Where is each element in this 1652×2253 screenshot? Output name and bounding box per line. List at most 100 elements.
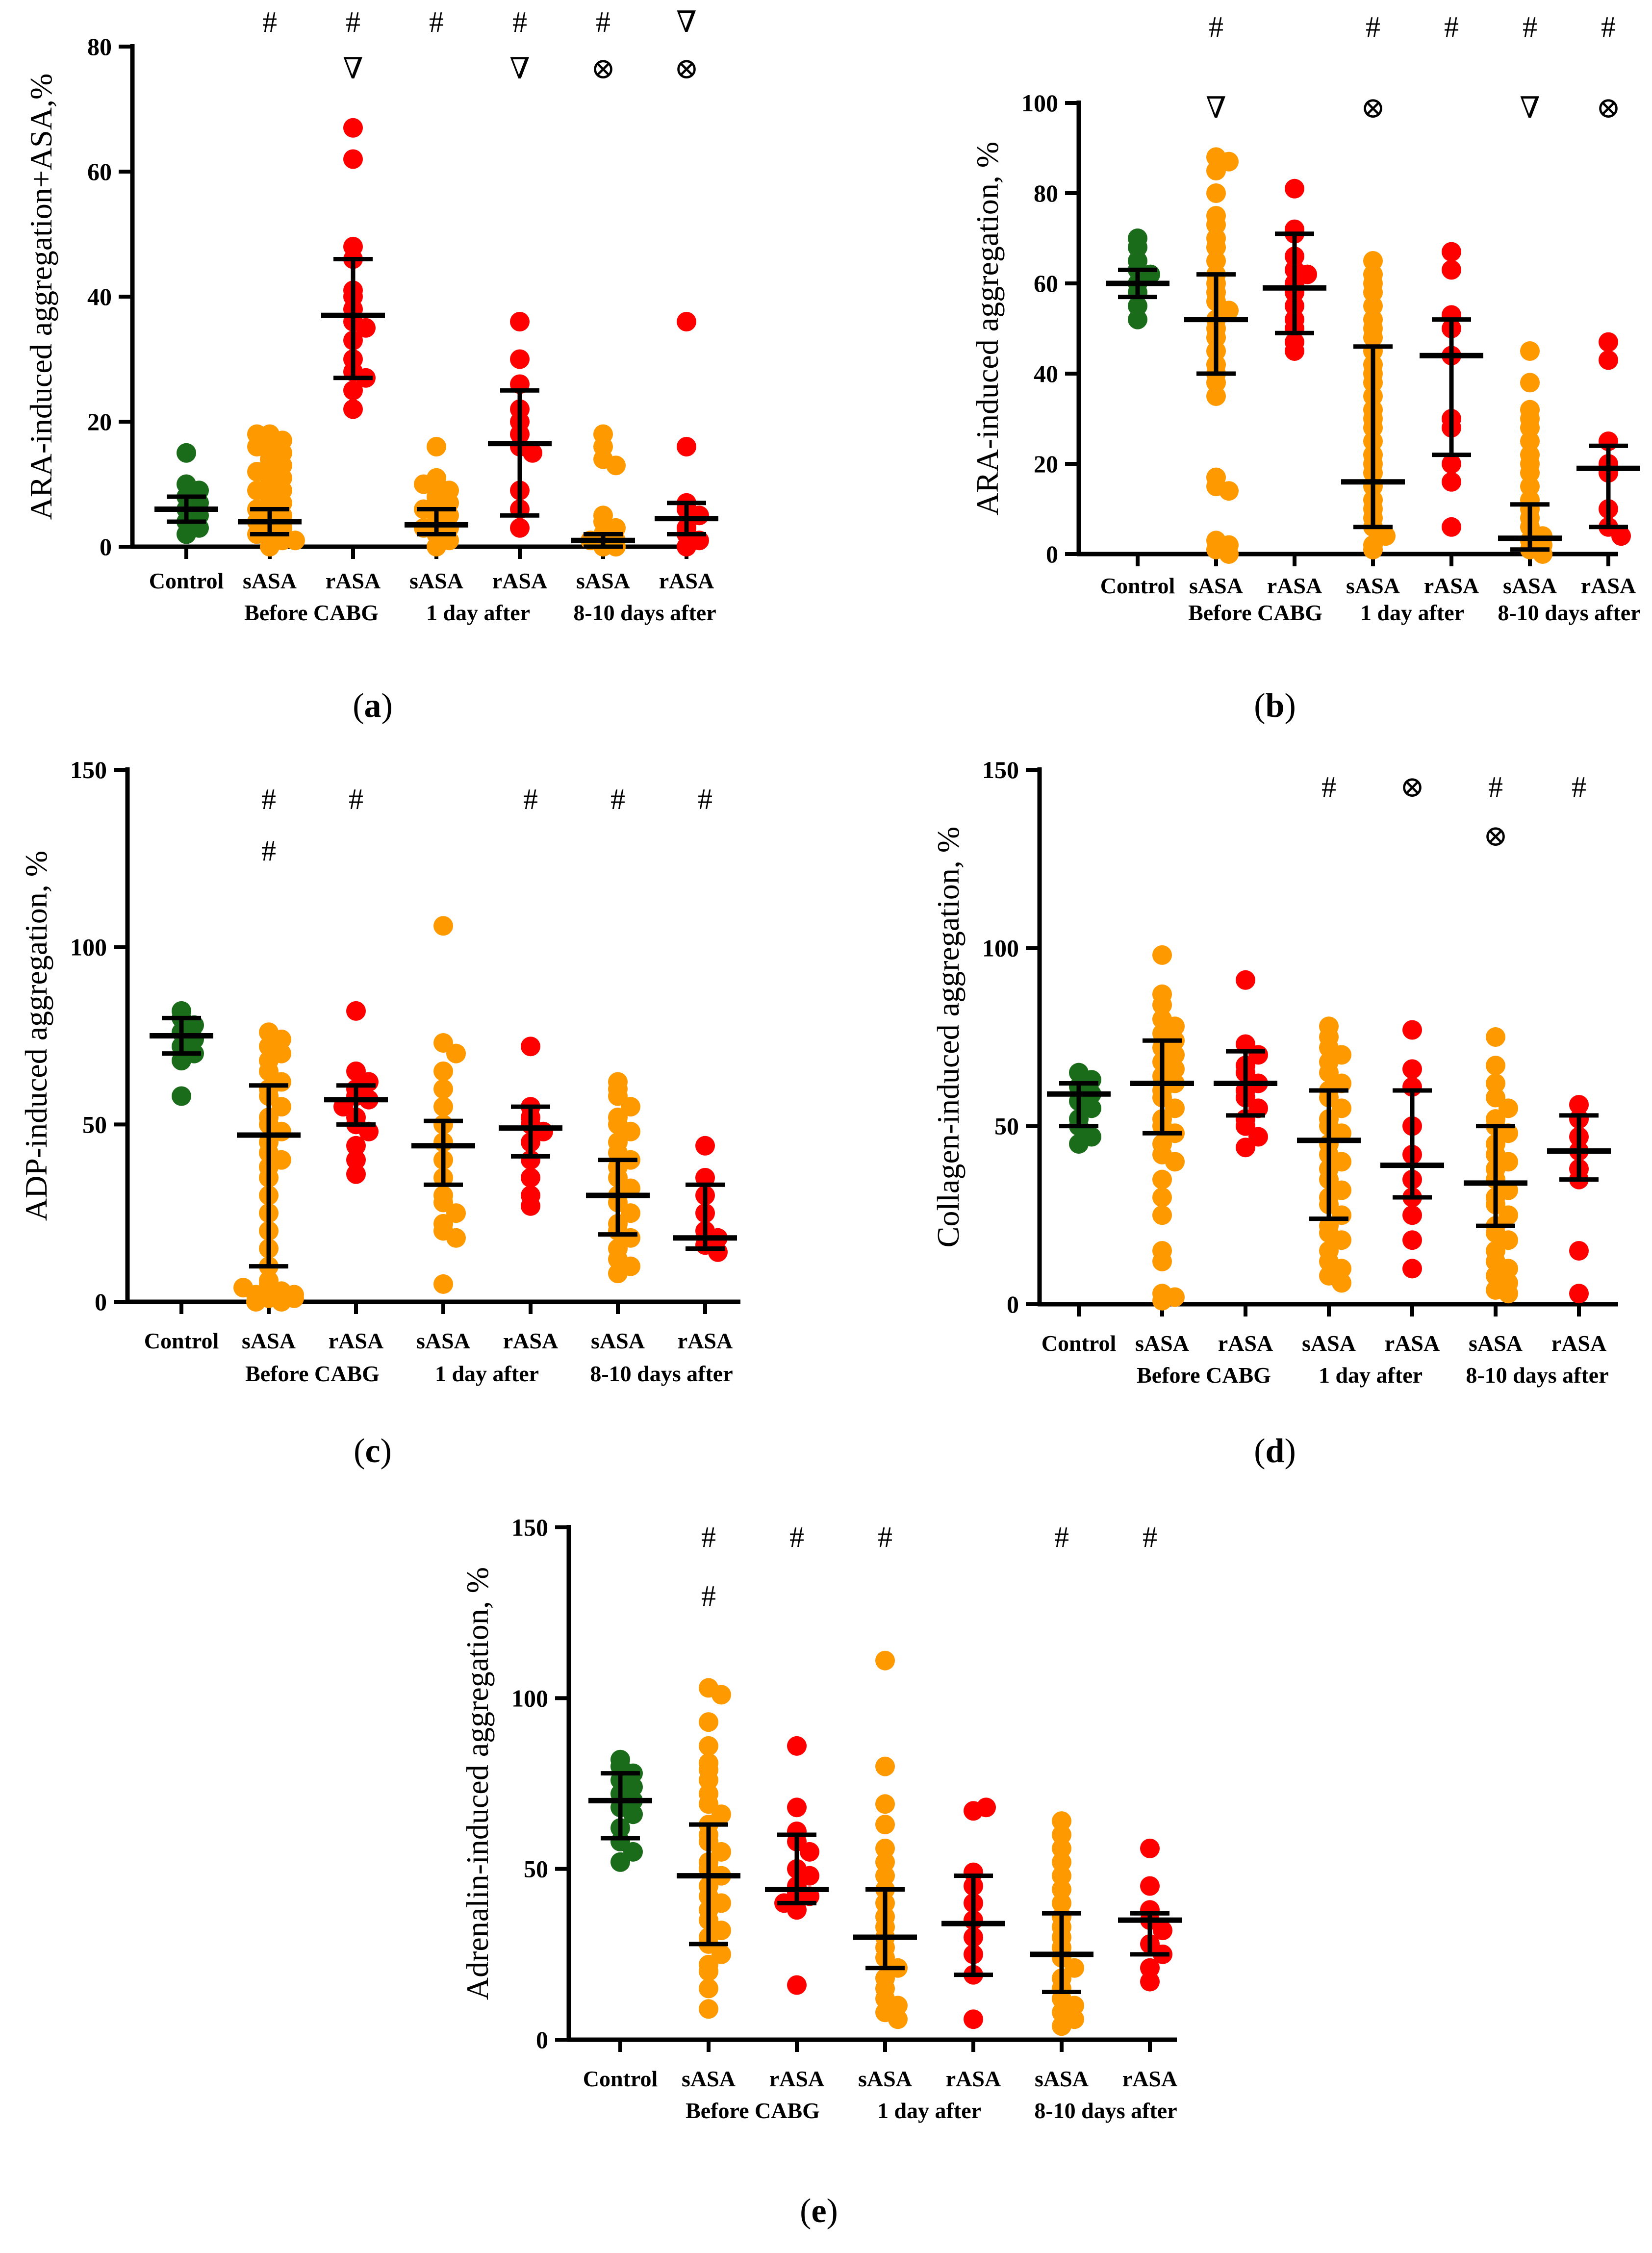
data-point: [1140, 1958, 1160, 1978]
significance-marker: #: [349, 783, 363, 815]
data-point: [1599, 332, 1618, 352]
y-tick-label: 40: [87, 283, 112, 310]
data-point: [1052, 2016, 1071, 2036]
data-point: [521, 1037, 540, 1057]
y-tick-label: 0: [1046, 540, 1058, 568]
data-point: [712, 1685, 731, 1705]
data-point: [875, 1756, 895, 1776]
significance-marker: #: [878, 1521, 892, 1553]
data-point: [1206, 215, 1226, 235]
y-tick-label: 80: [87, 33, 112, 60]
data-point: [1152, 1205, 1172, 1225]
data-point: [346, 1164, 366, 1184]
data-point: [343, 149, 363, 169]
caption-c: (c): [354, 1432, 392, 1470]
data-point: [521, 1167, 540, 1188]
chart-panel-d: 0 50 100 150 Collagen-induced aggregation, %…: [931, 756, 1618, 1388]
data-point: [1206, 373, 1226, 393]
data-point: [1520, 463, 1540, 483]
x-tick-label: Control: [149, 568, 224, 593]
x-tick-label: sASA: [1302, 1331, 1356, 1356]
y-axis-title: ARA-induced aggregation, %: [970, 142, 1005, 515]
data-point: [1206, 161, 1226, 180]
significance-marker: ⊗: [591, 52, 615, 85]
data-point: [1533, 544, 1552, 564]
data-point: [1052, 1825, 1071, 1845]
data-point: [1363, 282, 1383, 303]
data-point: [260, 537, 280, 557]
data-point: [875, 1815, 895, 1835]
data-point: [1442, 472, 1461, 492]
data-point: [875, 1852, 895, 1872]
data-point: [677, 537, 696, 557]
data-point: [699, 1736, 718, 1756]
x-tick-label: rASA: [1122, 2066, 1177, 2091]
x-tick-label: sASA: [1346, 573, 1400, 598]
x-tick-label: rASA: [1218, 1331, 1273, 1356]
data-point: [1363, 539, 1383, 559]
x-tick-label: rASA: [503, 1328, 558, 1353]
significance-marker: #: [701, 1580, 716, 1612]
data-point: [1152, 1291, 1172, 1311]
x-tick-label: sASA: [1035, 2066, 1089, 2091]
x-tick-label: Control: [1100, 573, 1175, 598]
x-tick-label: rASA: [1385, 1331, 1440, 1356]
data-point: [1569, 1095, 1589, 1115]
data-point: [1486, 1056, 1505, 1076]
data-point: [346, 1136, 366, 1156]
x-tick-label: sASA: [416, 1328, 470, 1353]
data-point: [343, 118, 363, 138]
data-point: [677, 312, 696, 331]
data-point: [1520, 418, 1540, 438]
group-label: Before CABG: [686, 2098, 820, 2123]
y-tick-label: 150: [982, 756, 1019, 784]
significance-marker: #: [610, 783, 625, 815]
data-point: [346, 1001, 366, 1021]
significance-marker: #: [1054, 1521, 1069, 1553]
caption-a: (a): [353, 687, 393, 725]
data-point: [247, 481, 267, 501]
data-point: [1206, 251, 1226, 271]
group-label: Before CABG: [1188, 600, 1322, 625]
data-point: [1219, 544, 1239, 564]
data-point: [1052, 1838, 1071, 1858]
significance-marker: #: [1143, 1521, 1157, 1553]
data-point: [177, 443, 196, 463]
data-point: [1569, 1241, 1589, 1261]
significance-marker: ∇: [1206, 92, 1226, 124]
x-tick-label: rASA: [1551, 1331, 1606, 1356]
y-tick-label: 100: [70, 934, 107, 961]
x-tick-label: Control: [144, 1328, 219, 1353]
data-point: [699, 1999, 718, 2019]
data-point: [433, 1061, 453, 1081]
chart-panel-a: 0 20 40 60 80 ARA-induced aggregation+ASA,% Co…: [24, 6, 718, 625]
x-tick-label: sASA: [1189, 573, 1243, 598]
data-point: [1499, 1284, 1518, 1304]
group-label: 8-10 days after: [1498, 600, 1640, 625]
x-tick-label: sASA: [576, 568, 630, 593]
data-point: [446, 1043, 466, 1063]
y-tick-label: 100: [1021, 89, 1058, 117]
data-point: [433, 1079, 453, 1099]
group-label: 8-10 days after: [1034, 2098, 1177, 2123]
x-tick-label: rASA: [326, 568, 381, 593]
data-point: [510, 349, 530, 369]
data-point: [247, 462, 267, 481]
data-point: [1052, 1852, 1071, 1872]
y-tick-label: 0: [1007, 1291, 1019, 1318]
y-tick-label: 0: [536, 2026, 548, 2053]
data-point: [1140, 1838, 1160, 1858]
y-tick-label: 80: [1034, 179, 1058, 207]
data-point: [1363, 328, 1383, 348]
group-label: Before CABG: [245, 1361, 380, 1386]
y-axis-title: ADP-induced aggregation, %: [19, 851, 53, 1221]
data-point: [1236, 970, 1255, 990]
data-point: [1128, 309, 1147, 329]
significance-marker: #: [1444, 11, 1459, 43]
significance-marker: #: [701, 1521, 716, 1553]
y-tick-label: 50: [524, 1855, 548, 1883]
data-point: [1402, 1259, 1422, 1279]
data-point: [787, 1797, 807, 1818]
significance-marker: #: [261, 835, 276, 867]
data-point: [1069, 1134, 1089, 1154]
